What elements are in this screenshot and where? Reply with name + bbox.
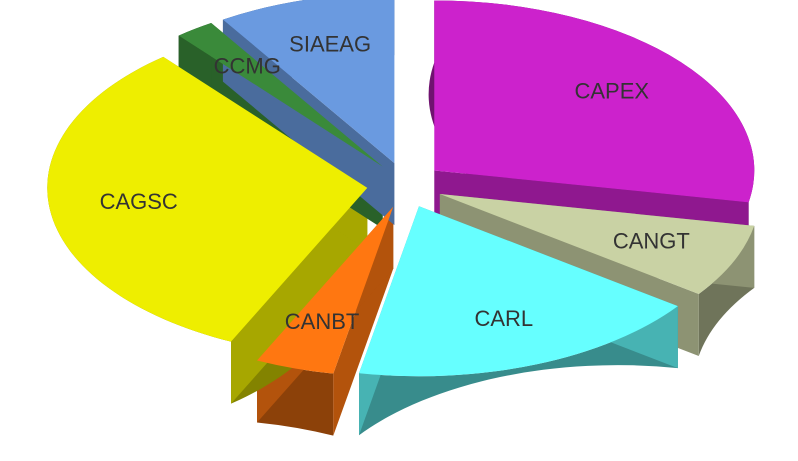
- slice-label: SIAEAG: [289, 31, 371, 56]
- slice-label: CANGT: [613, 228, 690, 253]
- slice: [257, 206, 394, 374]
- slice-label: CANBT: [285, 309, 360, 334]
- slice-side: [359, 306, 678, 436]
- slice-label: CARL: [474, 306, 533, 331]
- slice-side: [231, 187, 368, 404]
- slice: [439, 194, 755, 294]
- slice: [434, 0, 755, 203]
- slice-label: CCMG: [214, 53, 281, 78]
- slice: [222, 0, 395, 164]
- slice-label: CAGSC: [100, 189, 178, 214]
- slice: [178, 23, 383, 167]
- slice: [47, 56, 368, 342]
- slice: [359, 206, 678, 377]
- slice-label: CAPEX: [575, 78, 650, 103]
